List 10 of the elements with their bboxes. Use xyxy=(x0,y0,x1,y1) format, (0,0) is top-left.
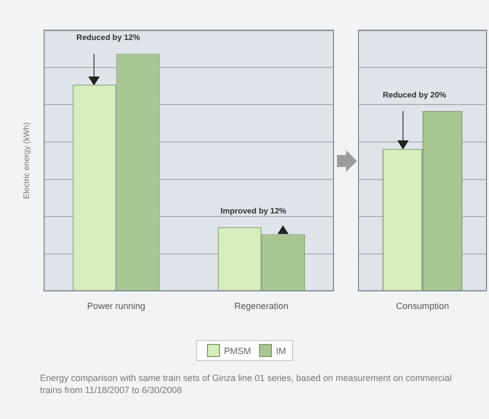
annotation: Improved by 12% xyxy=(220,206,286,216)
text: Energy comparison with same train sets of Ginza line 01 series, based on measurement on commercial trains from 11/18/2007 to 6/30/2008 xyxy=(40,372,453,396)
legend-label: PMSM xyxy=(224,346,251,356)
y-axis-title: Electric energy (kWh) xyxy=(22,122,32,199)
x-tick-label: Power running xyxy=(87,301,146,312)
annotation: Reduced by 20% xyxy=(382,90,446,100)
annotation: Reduced by 12% xyxy=(76,32,140,42)
legend-label: IM xyxy=(276,346,286,356)
x-tick-label: Consumption xyxy=(396,301,450,312)
x-tick-label: Regeneration xyxy=(234,301,288,312)
